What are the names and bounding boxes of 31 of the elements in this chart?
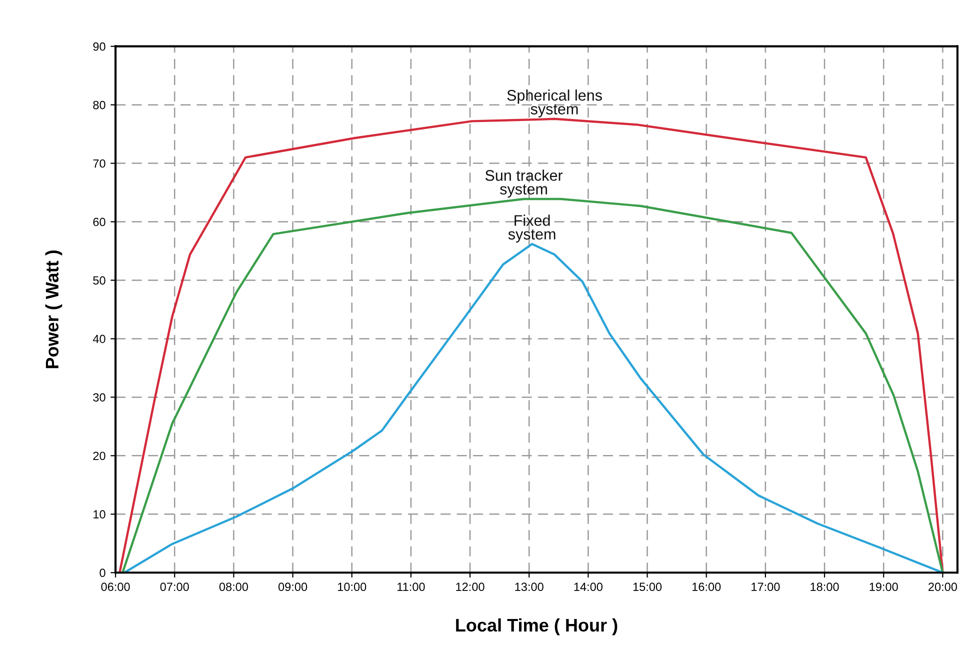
x-tick-label: 10:00 [338, 582, 366, 592]
x-tick-label: 07:00 [160, 582, 189, 592]
y-tick-label: 60 [93, 218, 106, 226]
x-tick-label: 08:00 [219, 582, 248, 592]
y-tick-label: 40 [92, 334, 106, 344]
y-tick-label: 30 [93, 393, 106, 402]
y-tick-label: 90 [93, 42, 106, 51]
x-tick-label: 13:00 [515, 582, 544, 592]
x-tick-label: 19:00 [870, 582, 898, 592]
x-axis-title: Local Time ( Hour ) [456, 618, 618, 636]
series-label: Fixed system [508, 214, 556, 243]
y-tick-label: 70 [93, 159, 106, 168]
y-tick-label: 80 [93, 100, 106, 110]
x-tick-label: 16:00 [692, 582, 721, 592]
series-label: Sun tracker system [485, 170, 563, 198]
x-tick-label: 20:00 [928, 582, 957, 592]
y-tick-label: 20 [93, 452, 106, 460]
y-tick-label: 10 [94, 510, 106, 519]
line-series [118, 118, 944, 573]
x-tick-label: 17:00 [752, 582, 780, 592]
y-tick-label: 50 [93, 276, 106, 285]
x-tick-label: 12:00 [456, 582, 484, 592]
x-tick-label: 15:00 [633, 582, 662, 592]
x-tick-label: 09:00 [278, 582, 308, 592]
y-axis-title: Power ( Watt ) [45, 250, 62, 368]
x-tick-label: 18:00 [810, 582, 839, 592]
x-tick-label: 14:00 [574, 582, 602, 592]
y-tick-label: 0 [100, 568, 106, 578]
x-tick-label: 11:00 [398, 582, 425, 592]
series-label: Spherical lens system [507, 90, 602, 118]
x-tick-label: 06:00 [101, 582, 130, 592]
